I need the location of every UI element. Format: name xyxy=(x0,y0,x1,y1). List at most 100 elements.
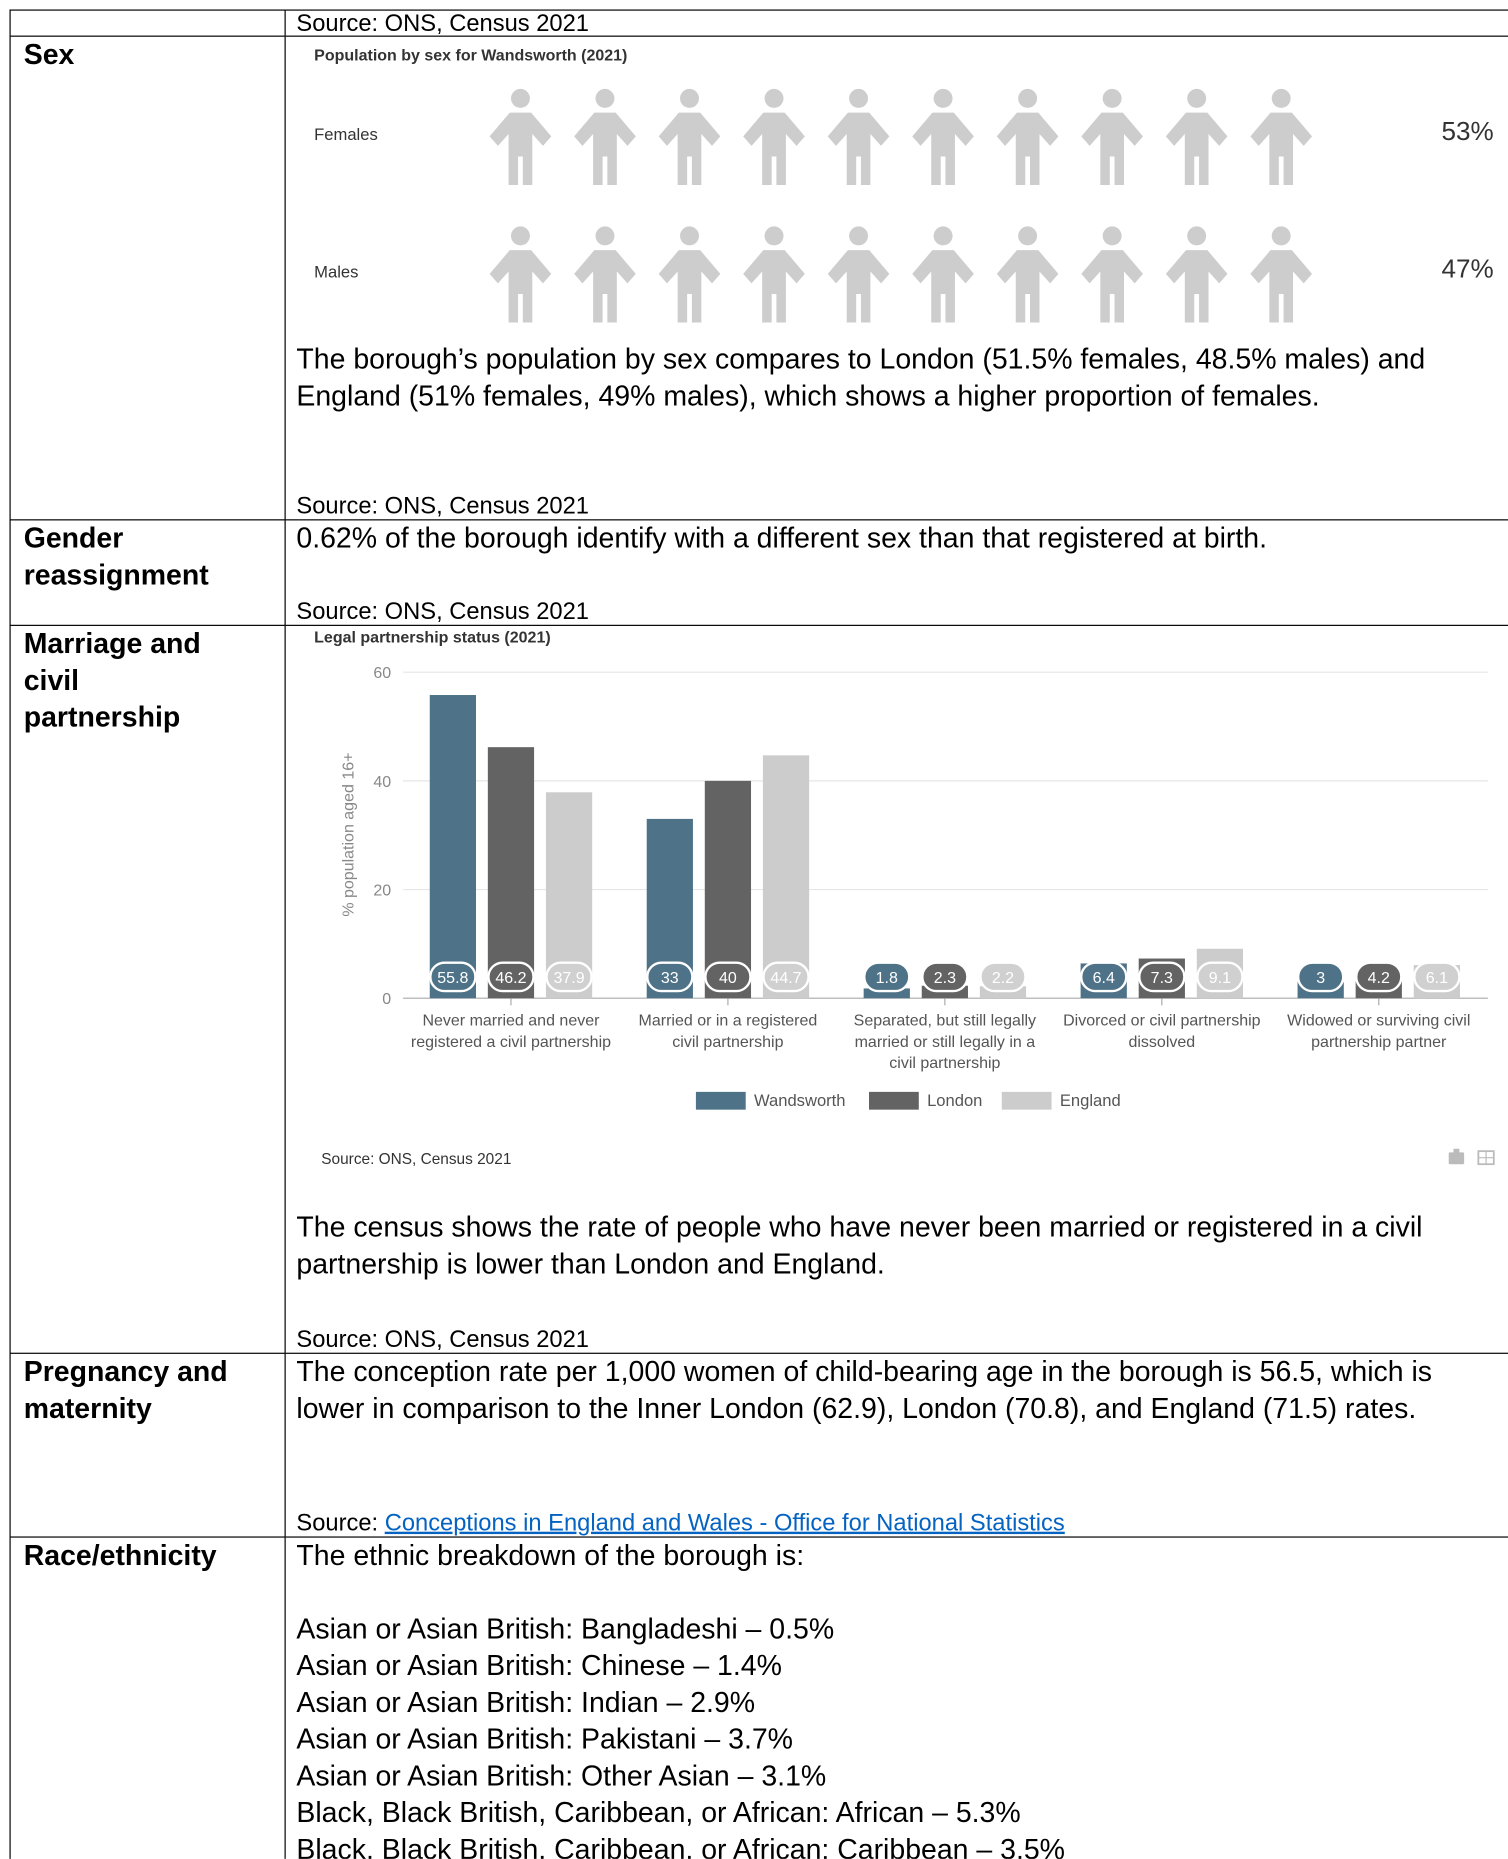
data-label: 46.2 xyxy=(495,970,526,987)
row: Gender reassignment 0.62% of the borough… xyxy=(9,519,1508,626)
data-label: 2.3 xyxy=(934,970,956,987)
chart-source: Source: ONS, Census 2021 xyxy=(321,1151,511,1168)
list-item: Asian or Asian British: Indian – 2.9% xyxy=(296,1687,756,1720)
person-icon xyxy=(996,226,1059,323)
row: Pregnancy and maternity The conception r… xyxy=(9,1352,1508,1538)
source-link[interactable]: Conceptions in England and Wales - Offic… xyxy=(384,1510,1065,1537)
data-label-pill xyxy=(429,961,477,993)
x-tick-label: Never married and never registered a civ… xyxy=(410,1011,612,1051)
data-label-pill xyxy=(1138,961,1186,993)
person-icon xyxy=(1250,226,1313,323)
list-item: Black, Black British, Caribbean, or Afri… xyxy=(296,1797,1021,1830)
row: Race/ethnicity The ethnic breakdown of t… xyxy=(9,1536,1508,1859)
y-tick-label: 40 xyxy=(373,774,391,791)
bar xyxy=(487,747,535,999)
list-item: Asian or Asian British: Chinese – 1.4% xyxy=(296,1650,782,1683)
data-label-pill xyxy=(545,961,593,993)
y-tick-label: 20 xyxy=(373,882,391,899)
data-label-pill xyxy=(487,961,535,993)
x-tick-label-box: Divorced or civil partnership dissolved xyxy=(1063,1011,1261,1051)
data-label-pill xyxy=(646,961,694,993)
label-cell: Gender reassignment xyxy=(9,519,286,626)
content-cell: The ethnic breakdown of the borough is: … xyxy=(284,1536,1508,1859)
paragraph: The ethnic breakdown of the borough is: xyxy=(296,1540,805,1573)
data-label: 7.3 xyxy=(1151,970,1173,987)
y-tick-label: 60 xyxy=(373,665,391,682)
label-cell: Marriage and civil partnership xyxy=(9,624,286,1354)
person-icon xyxy=(1165,88,1228,185)
person-icon xyxy=(827,226,890,323)
data-label: 6.1 xyxy=(1426,970,1448,987)
pictogram-chart: Population by sex for Wandsworth (2021) … xyxy=(314,47,1494,323)
x-tick-label: Separated, but still legally married or … xyxy=(853,1011,1037,1072)
person-icon xyxy=(658,226,721,323)
bar xyxy=(863,988,910,999)
label-cell: Sex xyxy=(9,35,286,521)
data-label-pill xyxy=(863,961,911,993)
legend-label: London xyxy=(927,1091,982,1110)
paragraph: 0.62% of the borough identify with a dif… xyxy=(296,522,1268,555)
data-label: 37.9 xyxy=(553,970,584,987)
data-label: 4.2 xyxy=(1368,970,1390,987)
y-tick-label: 0 xyxy=(382,991,391,1008)
data-label: 9.1 xyxy=(1209,970,1231,987)
data-label: 40 xyxy=(719,970,737,987)
row: Source: ONS, Census 2021 xyxy=(9,9,1508,37)
data-label-pill xyxy=(921,961,969,993)
data-label: 33 xyxy=(661,970,679,987)
bar-chart: Legal partnership status (2021) % popula… xyxy=(314,630,1495,1168)
label-cell xyxy=(9,9,286,37)
person-icon xyxy=(1165,226,1228,323)
bar xyxy=(429,695,476,999)
row: Marriage and civil partnership Legal par… xyxy=(9,624,1508,1354)
data-label: 6.4 xyxy=(1093,970,1115,987)
person-icon xyxy=(1081,88,1143,185)
person-icon xyxy=(912,226,974,323)
legend-swatch xyxy=(695,1091,746,1110)
person-icon xyxy=(827,88,890,185)
data-label: 44.7 xyxy=(770,970,801,987)
data-label: 55.8 xyxy=(437,970,468,987)
legend-swatch xyxy=(1001,1091,1052,1110)
person-icon xyxy=(574,88,636,185)
x-tick-label: Divorced or civil partnership dissolved xyxy=(1063,1011,1261,1051)
row-label: Marriage and civil partnership xyxy=(23,628,201,734)
person-icon xyxy=(743,226,805,323)
legend-label: England xyxy=(1060,1091,1121,1110)
data-label-pill xyxy=(1080,961,1128,993)
bar xyxy=(762,755,810,999)
row: Sex Population by sex for Wandsworth (20… xyxy=(9,35,1508,521)
person-icon xyxy=(912,88,974,185)
source: Source: ONS, Census 2021 xyxy=(296,1326,589,1353)
row-label: Pregnancy and maternity xyxy=(23,1356,228,1426)
y-axis-label: % population aged 16+ xyxy=(340,753,357,917)
person-icon xyxy=(1081,226,1143,323)
x-tick-label: Married or in a registered civil partner… xyxy=(638,1011,818,1051)
row-label: Females xyxy=(314,125,378,144)
data-label-pill xyxy=(979,961,1027,993)
data-label-pill xyxy=(704,961,752,993)
source: Source: ONS, Census 2021 xyxy=(296,598,589,625)
data-label-pill xyxy=(1413,961,1461,993)
content-cell: Population by sex for Wandsworth (2021) … xyxy=(284,35,1508,521)
label-cell: Race/ethnicity xyxy=(9,1536,286,1859)
content-cell: Source: ONS, Census 2021 xyxy=(284,9,1508,37)
chart-title: Population by sex for Wandsworth (2021) xyxy=(314,47,627,64)
x-tick-label-box: Married or in a registered civil partner… xyxy=(638,1011,818,1051)
value-label: 53% xyxy=(1442,116,1494,146)
person-icon xyxy=(996,88,1059,185)
list-item: Asian or Asian British: Pakistani – 3.7% xyxy=(296,1723,793,1756)
value-label: 47% xyxy=(1442,253,1494,283)
list-item: Asian or Asian British: Other Asian – 3.… xyxy=(296,1760,827,1793)
data-label-pill xyxy=(1296,961,1345,993)
person-icon xyxy=(658,88,721,185)
row-label: Race/ethnicity xyxy=(23,1540,217,1573)
chart-title: Legal partnership status (2021) xyxy=(314,630,551,647)
x-tick-label-box: Never married and never registered a civ… xyxy=(410,1011,612,1051)
data-label: 1.8 xyxy=(876,970,898,987)
source: Source: ONS, Census 2021 xyxy=(296,493,589,520)
paragraph: The conception rate per 1,000 women of c… xyxy=(296,1356,1433,1426)
person-icon xyxy=(574,226,636,323)
legend-label: Wandsworth xyxy=(754,1091,846,1110)
